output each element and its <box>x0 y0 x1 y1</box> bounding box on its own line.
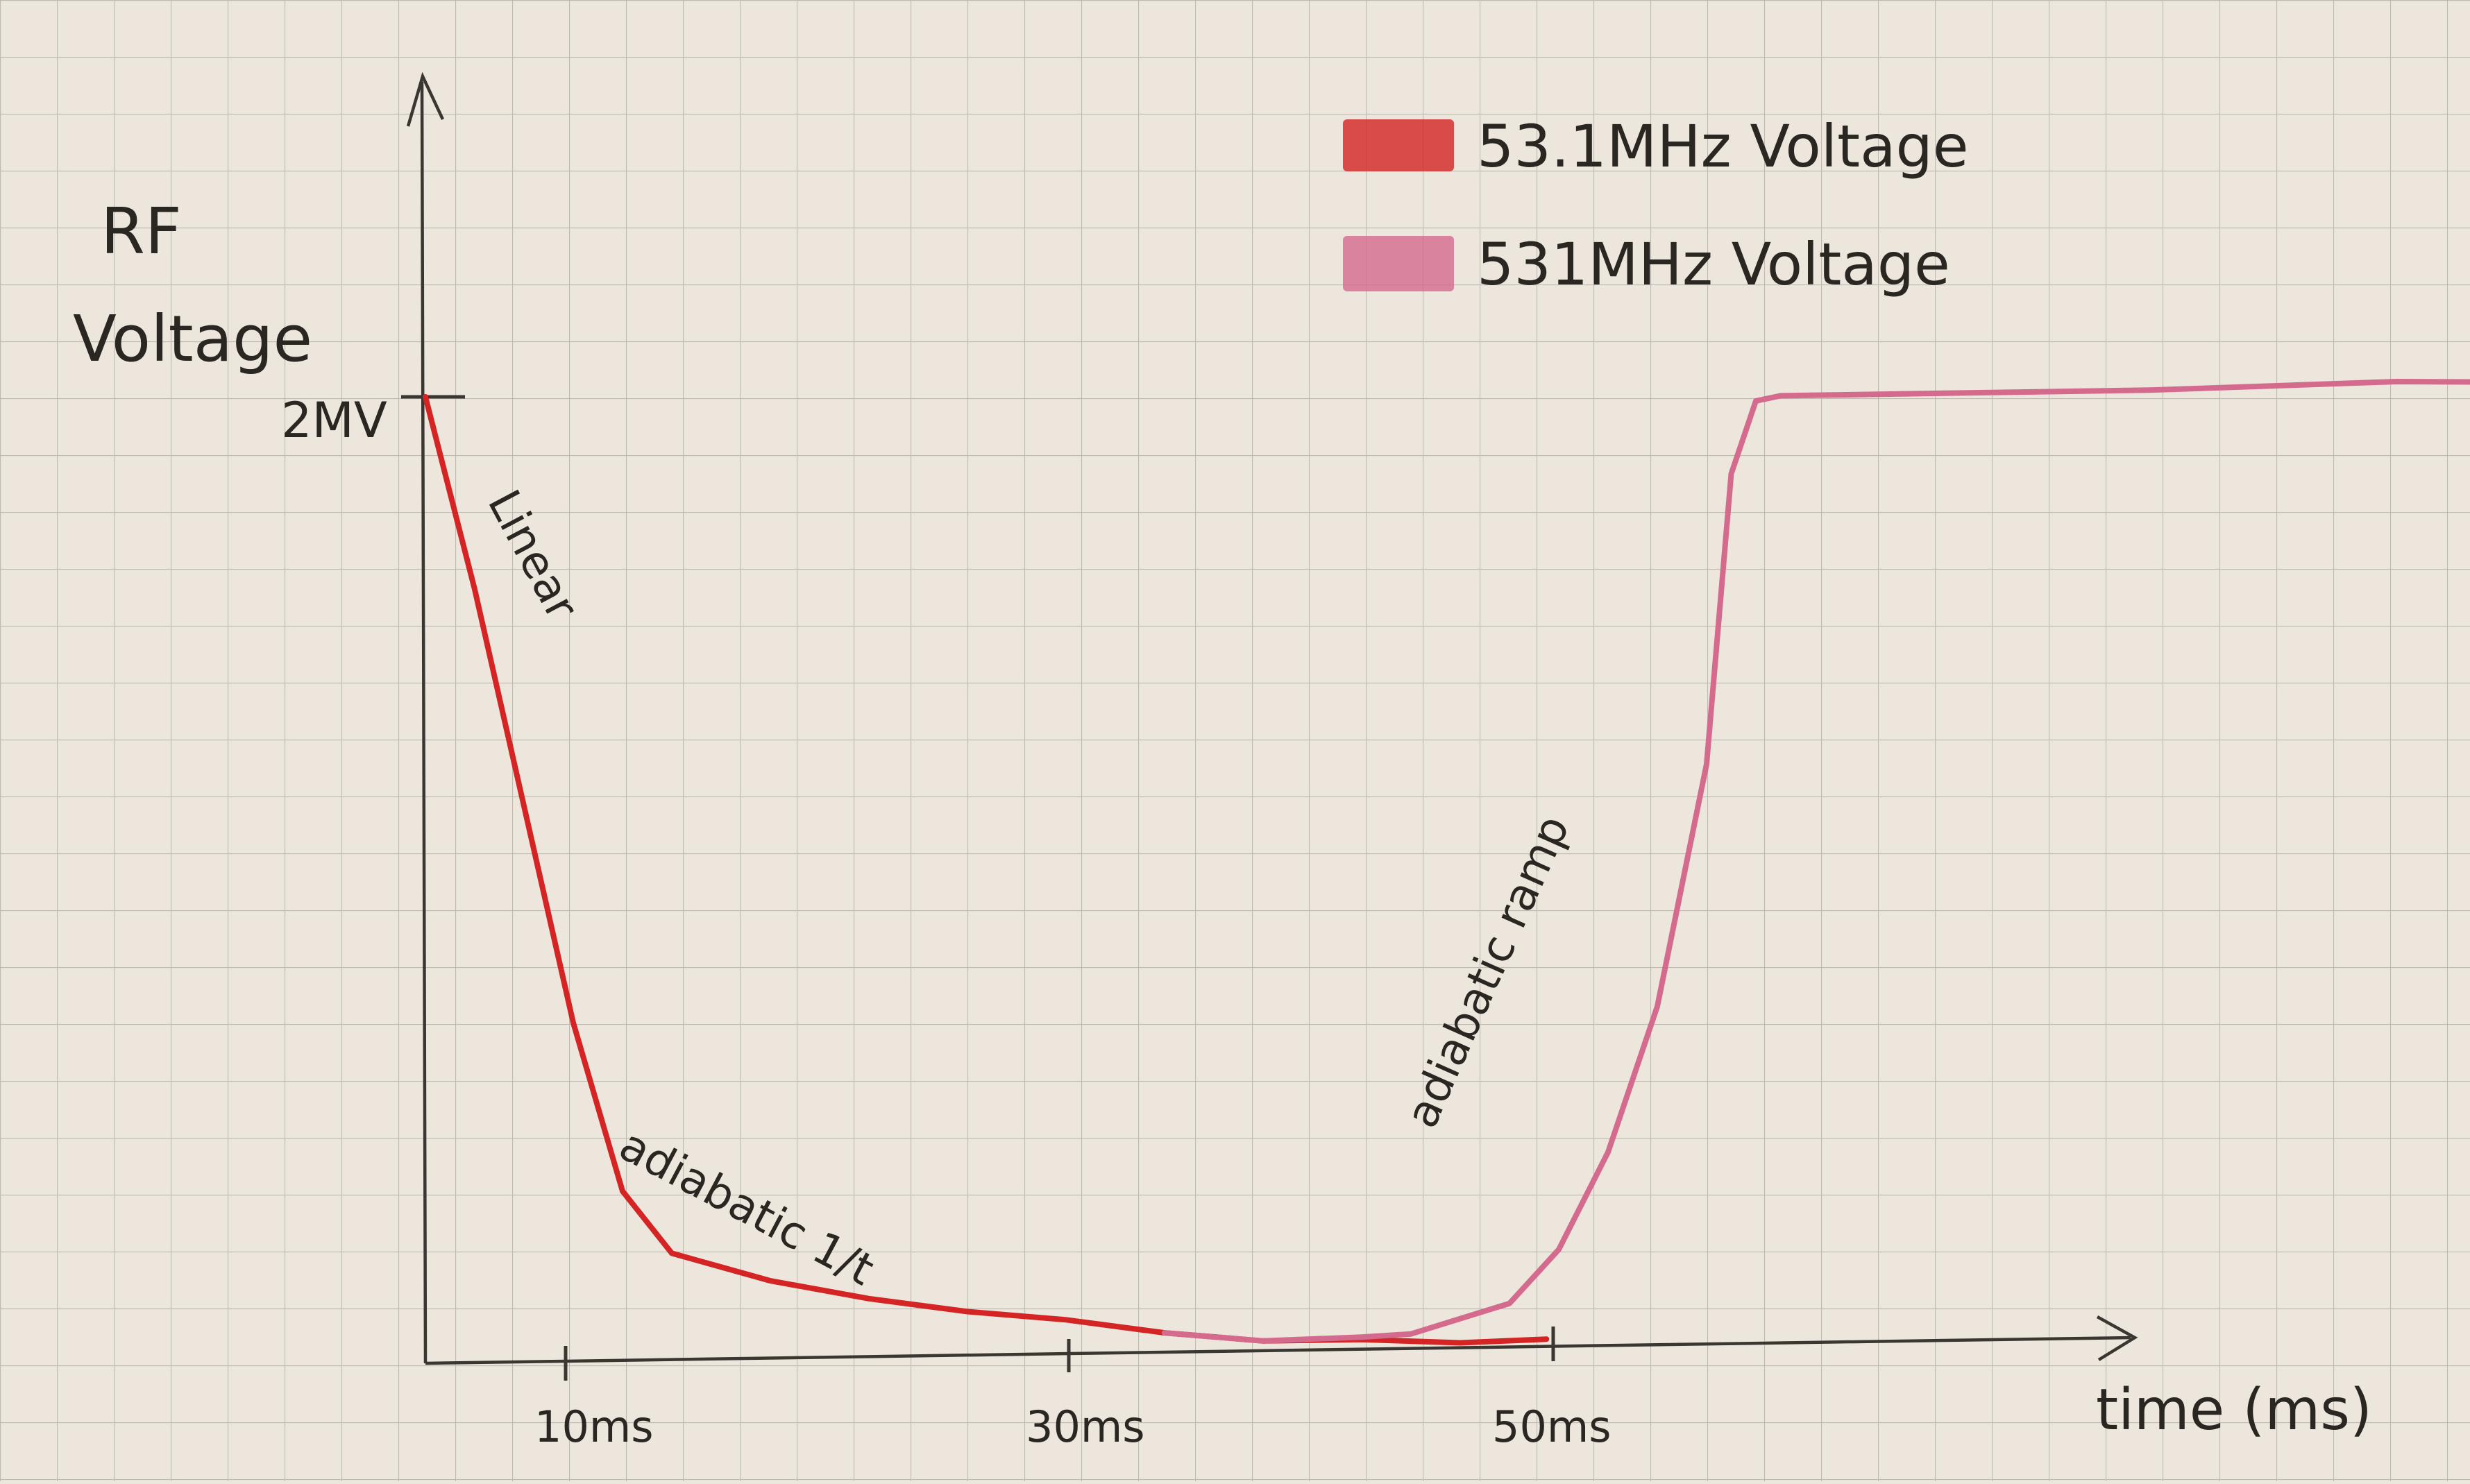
y-tick-label: 2MV <box>281 392 387 449</box>
x-axis <box>425 1336 2131 1365</box>
legend-swatch-53-1mhz <box>1343 119 1454 171</box>
y-axis <box>420 81 428 1364</box>
legend-label-531mhz: 531MHz Voltage <box>1477 230 1950 298</box>
x-tick-label-30ms: 30ms <box>1026 1401 1145 1452</box>
legend-label-53-1mhz: 53.1MHz Voltage <box>1477 112 1969 180</box>
x-axis-arrow-icon <box>2096 1315 2138 1361</box>
x-tick-label-50ms: 50ms <box>1492 1401 1612 1452</box>
legend-swatch-531mhz <box>1343 236 1454 291</box>
y-axis-arrow-icon <box>406 71 445 127</box>
y-axis-label-line-2: Voltage <box>73 302 312 376</box>
series-531mhz-voltage-line <box>1162 379 2470 1344</box>
legend: 53.1MHz Voltage 531MHz Voltage <box>1343 112 1969 298</box>
x-axis-label: time (ms) <box>2096 1377 2372 1443</box>
x-tick-label-10ms: 10ms <box>534 1401 654 1452</box>
y-axis-label-line-1: RF <box>101 194 182 268</box>
